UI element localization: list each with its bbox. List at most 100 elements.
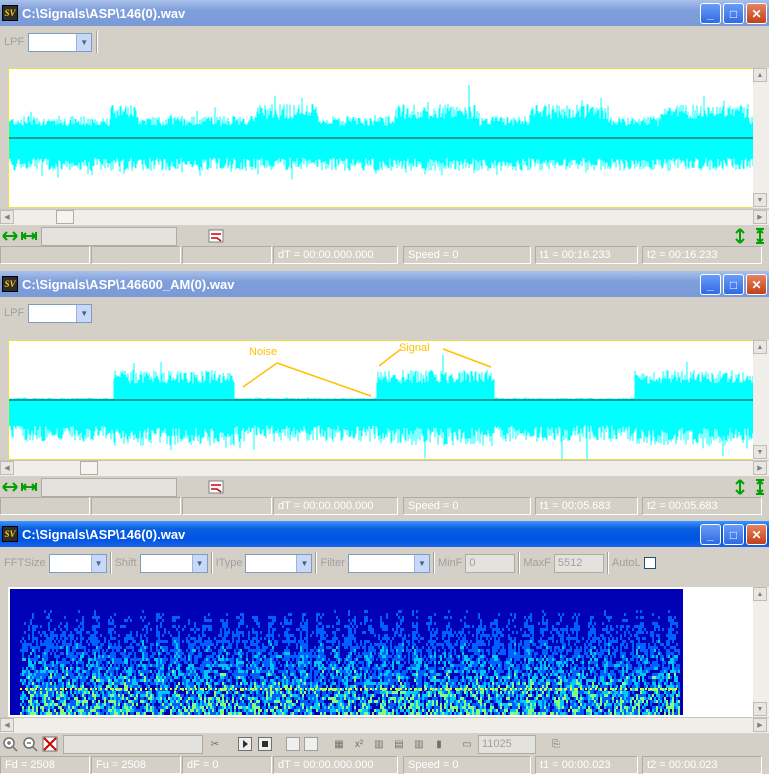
maximize-button[interactable]: □ <box>723 3 744 24</box>
shift-select[interactable]: ▼ <box>139 553 208 573</box>
spectrogram-cell <box>454 643 456 646</box>
scroll-right-button[interactable]: ▶ <box>753 461 767 475</box>
spectrogram-cell <box>200 682 202 685</box>
spectrogram-cell <box>434 658 436 661</box>
spectrogram-cell <box>316 703 318 706</box>
scroll-up-button[interactable]: ▲ <box>753 68 767 82</box>
minimize-button[interactable]: _ <box>700 3 721 24</box>
spectrogram-cell <box>396 652 398 655</box>
scroll-left-button[interactable]: ◀ <box>0 210 14 224</box>
spectrogram-cell <box>136 694 138 697</box>
spectrogram-cell <box>128 652 130 655</box>
horizontal-scrollbar[interactable]: ◀ ▶ <box>0 460 769 476</box>
vertical-scrollbar[interactable]: ▲ ▼ <box>753 340 769 460</box>
spectrogram-cell <box>166 658 168 661</box>
spectrogram-cell <box>98 685 100 688</box>
minimize-button[interactable]: _ <box>700 524 721 545</box>
fftsize-select[interactable]: ▼ <box>48 553 107 573</box>
spectrogram-cell <box>34 685 36 688</box>
spectrogram-cell <box>286 664 288 667</box>
scroll-down-button[interactable]: ▼ <box>753 193 767 207</box>
marker-button[interactable] <box>207 228 225 244</box>
spectrogram-cell <box>336 676 338 679</box>
spectrogram-cell <box>314 679 316 682</box>
spectrogram-cell <box>268 664 270 667</box>
spectrogram-cell <box>38 679 40 682</box>
spectrogram-cell <box>250 709 252 712</box>
maxf-input[interactable]: 5512 <box>553 553 604 573</box>
expand-horizontal-button[interactable] <box>1 228 19 244</box>
scroll-up-button[interactable]: ▲ <box>753 340 767 354</box>
title-bar[interactable]: SV C:\Signals\ASP\146(0).wav _ □ ✕ <box>0 521 769 547</box>
spectrogram-cell <box>416 664 418 667</box>
maximize-button[interactable]: □ <box>723 274 744 295</box>
expand-horizontal-button[interactable] <box>1 479 19 495</box>
position-field[interactable] <box>41 227 177 246</box>
spectrogram-cell <box>444 697 446 700</box>
spectrogram-cell <box>262 697 264 700</box>
spectrogram-cell <box>134 694 136 697</box>
expand-vertical-button[interactable] <box>731 228 749 244</box>
spectrogram-cell <box>324 706 326 709</box>
spectrogram-cell <box>410 667 412 670</box>
scroll-thumb[interactable] <box>56 210 74 224</box>
lpf-select[interactable]: ▼ <box>28 32 93 52</box>
scroll-down-button[interactable]: ▼ <box>753 445 767 459</box>
spectrogram-cell <box>494 709 496 712</box>
waveform-plot[interactable] <box>8 68 755 208</box>
filter-select[interactable]: ▼ <box>347 553 430 573</box>
vertical-scrollbar[interactable]: ▲ ▼ <box>753 68 769 208</box>
spectrogram-plot[interactable] <box>10 589 683 715</box>
shrink-vertical-button[interactable] <box>751 228 769 244</box>
spectrogram-cell <box>372 694 374 697</box>
spectrogram-cell <box>36 691 38 694</box>
scroll-thumb[interactable] <box>80 461 98 475</box>
spectrogram-cell <box>298 655 300 658</box>
spectrogram-cell <box>208 628 210 631</box>
expand-vertical-button[interactable] <box>731 479 749 495</box>
spectrogram-cell <box>96 712 98 715</box>
spectrogram-cell <box>272 688 274 691</box>
minimize-button[interactable]: _ <box>700 274 721 295</box>
minf-input[interactable]: 0 <box>465 553 516 573</box>
maximize-button[interactable]: □ <box>723 524 744 545</box>
title-bar[interactable]: SV C:\Signals\ASP\146(0).wav _ □ ✕ <box>0 0 769 26</box>
spectrogram-cell <box>44 676 46 679</box>
spectrogram-cell <box>416 631 418 634</box>
spectrogram-cell <box>462 643 464 646</box>
spectrogram-cell <box>162 682 164 685</box>
spectrogram-cell <box>310 709 312 712</box>
spectrogram-cell <box>126 706 128 709</box>
spectrogram-cell <box>22 712 24 715</box>
close-button[interactable]: ✕ <box>746 274 767 295</box>
waveform-plot[interactable]: Noise Signal <box>8 340 755 460</box>
close-button[interactable]: ✕ <box>746 524 767 545</box>
spectrogram-cell <box>328 688 330 691</box>
spectrogram-cell <box>164 697 166 700</box>
horizontal-scrollbar[interactable]: ◀ ▶ <box>0 209 769 225</box>
spectrogram-cell <box>126 664 128 667</box>
itype-select[interactable]: ▼ <box>245 553 313 573</box>
spectrogram-window: SV C:\Signals\ASP\146(0).wav _ □ ✕ FFTSi… <box>0 521 769 774</box>
spectrogram-cell <box>162 691 164 694</box>
marker-button[interactable] <box>207 479 225 495</box>
shrink-vertical-button[interactable] <box>751 479 769 495</box>
close-button[interactable]: ✕ <box>746 3 767 24</box>
spectrogram-cell <box>92 616 94 619</box>
autol-checkbox[interactable] <box>643 557 656 569</box>
spectrogram-cell <box>180 694 182 697</box>
shrink-horizontal-button[interactable] <box>20 479 38 495</box>
spectrogram-cell <box>146 646 148 649</box>
title-bar[interactable]: SV C:\Signals\ASP\146600_AM(0).wav _ □ ✕ <box>0 271 769 297</box>
shrink-horizontal-button[interactable] <box>20 228 38 244</box>
scroll-left-button[interactable]: ◀ <box>0 461 14 475</box>
spectrogram-cell <box>192 706 194 709</box>
spectrogram-cell <box>490 697 492 700</box>
spectrogram-cell <box>282 685 284 688</box>
spectrogram-cell <box>252 670 254 673</box>
lpf-select[interactable]: ▼ <box>28 303 93 323</box>
scroll-right-button[interactable]: ▶ <box>753 210 767 224</box>
position-field[interactable] <box>41 478 177 497</box>
spectrogram-cell <box>288 658 290 661</box>
spectrogram-cell <box>188 688 190 691</box>
